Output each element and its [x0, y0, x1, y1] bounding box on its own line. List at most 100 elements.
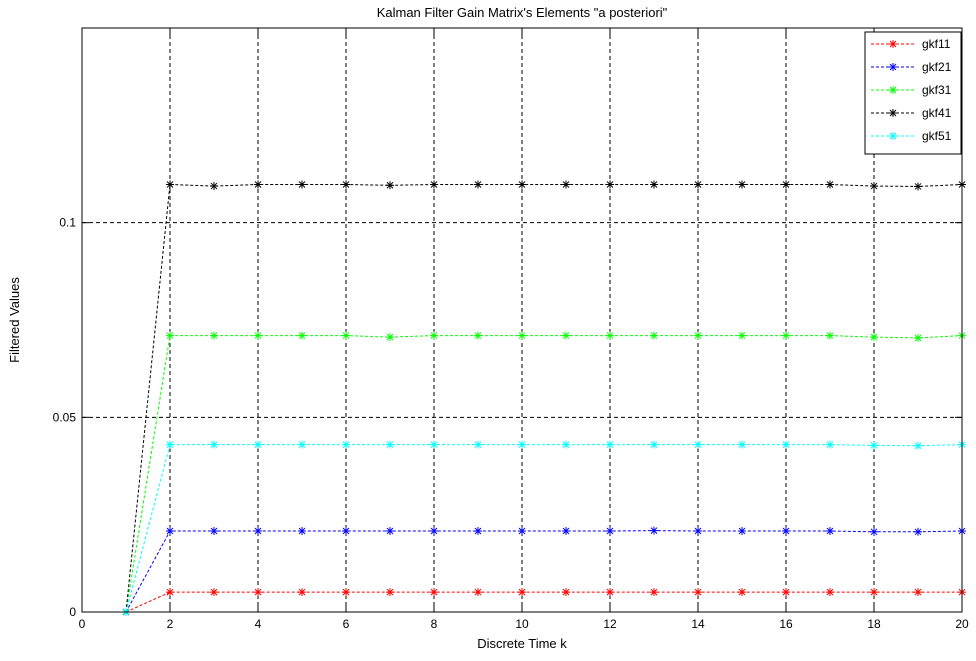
data-point-gkf51 [166, 440, 174, 449]
data-point-gkf31 [430, 331, 438, 340]
data-point-gkf11 [430, 588, 438, 597]
data-point-gkf31 [342, 331, 350, 340]
x-tick-label: 10 [515, 617, 529, 631]
data-point-gkf41 [474, 180, 482, 189]
data-point-gkf11 [562, 588, 570, 597]
data-point-gkf31 [650, 331, 658, 340]
data-point-gkf41 [826, 180, 834, 189]
legend-marker [889, 86, 897, 94]
data-point-gkf11 [650, 588, 658, 597]
data-point-gkf11 [826, 588, 834, 597]
data-point-gkf41 [650, 180, 658, 189]
data-point-gkf21 [694, 527, 702, 536]
y-tick-label: 0.05 [53, 410, 77, 424]
y-tick-label: 0.1 [59, 216, 76, 230]
data-point-gkf11 [342, 588, 350, 597]
x-tick-label: 2 [167, 617, 174, 631]
y-tick-label: 0 [69, 605, 76, 619]
data-point-gkf31 [166, 331, 174, 340]
data-point-gkf51 [606, 440, 614, 449]
data-point-gkf41 [694, 180, 702, 189]
data-point-gkf21 [342, 527, 350, 536]
data-point-gkf21 [518, 527, 526, 536]
data-point-gkf51 [562, 440, 570, 449]
data-point-gkf11 [474, 588, 482, 597]
data-point-gkf21 [298, 527, 306, 536]
series-line-gkf31 [125, 335, 963, 613]
data-point-gkf41 [606, 180, 614, 189]
data-point-gkf31 [210, 331, 218, 340]
series-gkf51 [122, 440, 966, 616]
data-point-gkf21 [870, 527, 878, 536]
x-tick-label: 14 [691, 617, 705, 631]
data-point-gkf11 [914, 588, 922, 597]
data-point-gkf51 [298, 440, 306, 449]
data-point-gkf41 [298, 180, 306, 189]
data-point-gkf21 [474, 527, 482, 536]
data-point-gkf31 [562, 331, 570, 340]
data-point-gkf11 [738, 588, 746, 597]
legend-marker [889, 63, 897, 71]
legend-marker [889, 40, 897, 48]
data-point-gkf31 [518, 331, 526, 340]
legend-label: gkf11 [922, 37, 951, 51]
data-point-gkf31 [606, 331, 614, 340]
data-point-gkf11 [694, 588, 702, 597]
data-point-gkf21 [166, 527, 174, 536]
data-point-gkf41 [430, 180, 438, 189]
data-point-gkf41 [166, 180, 174, 189]
data-point-gkf41 [254, 180, 262, 189]
series-line-gkf11 [125, 591, 962, 613]
data-point-gkf41 [914, 182, 922, 191]
data-point-gkf41 [738, 180, 746, 189]
x-tick-label: 16 [779, 617, 793, 631]
grid-layer [82, 28, 962, 612]
legend-marker [889, 132, 897, 140]
y-axis-title: Filtered Values [7, 277, 22, 363]
legend: gkf11 gkf21 gkf31 gkf41 gkf51 [864, 31, 962, 155]
data-point-gkf31 [694, 331, 702, 340]
legend-item-gkf41: gkf41 [871, 106, 952, 120]
data-point-gkf51 [518, 440, 526, 449]
legend-items: gkf11 gkf21 gkf31 gkf41 gkf51 [871, 37, 952, 143]
data-point-gkf11 [298, 588, 306, 597]
data-point-gkf31 [870, 333, 878, 342]
data-point-gkf51 [694, 440, 702, 449]
data-point-gkf31 [386, 333, 394, 342]
data-point-gkf51 [474, 440, 482, 449]
series-line-gkf41 [125, 183, 963, 613]
series-line-gkf51 [125, 444, 963, 613]
legend-label: gkf41 [922, 106, 952, 120]
data-point-gkf11 [518, 588, 526, 597]
data-point-gkf51 [386, 440, 394, 449]
legend-box [864, 31, 962, 155]
data-point-gkf51 [342, 440, 350, 449]
data-point-gkf31 [914, 333, 922, 342]
x-axis-title: Discrete Time k [477, 636, 567, 651]
data-point-gkf21 [650, 526, 658, 535]
series-gkf31 [122, 331, 966, 616]
data-point-gkf21 [430, 527, 438, 536]
legend-item-gkf21: gkf21 [871, 60, 952, 74]
data-point-gkf51 [430, 440, 438, 449]
data-point-gkf11 [606, 588, 614, 597]
data-point-gkf11 [870, 588, 878, 597]
data-point-gkf21 [782, 527, 790, 536]
data-point-gkf41 [518, 180, 526, 189]
data-point-gkf31 [738, 331, 746, 340]
data-point-gkf11 [254, 588, 262, 597]
data-point-gkf11 [210, 588, 218, 597]
legend-label: gkf51 [922, 129, 952, 143]
x-tick-label: 4 [255, 617, 262, 631]
data-point-gkf51 [210, 440, 218, 449]
data-point-gkf51 [738, 440, 746, 449]
data-point-gkf31 [826, 331, 834, 340]
axis-layer: 0 2 4 6 8 10 12 14 16 18 20 0 0.05 0.1 [53, 27, 969, 631]
legend-label: gkf21 [922, 60, 952, 74]
legend-item-gkf51: gkf51 [871, 129, 952, 143]
data-point-gkf31 [254, 331, 262, 340]
x-tick-label: 0 [79, 617, 86, 631]
data-point-gkf31 [474, 331, 482, 340]
